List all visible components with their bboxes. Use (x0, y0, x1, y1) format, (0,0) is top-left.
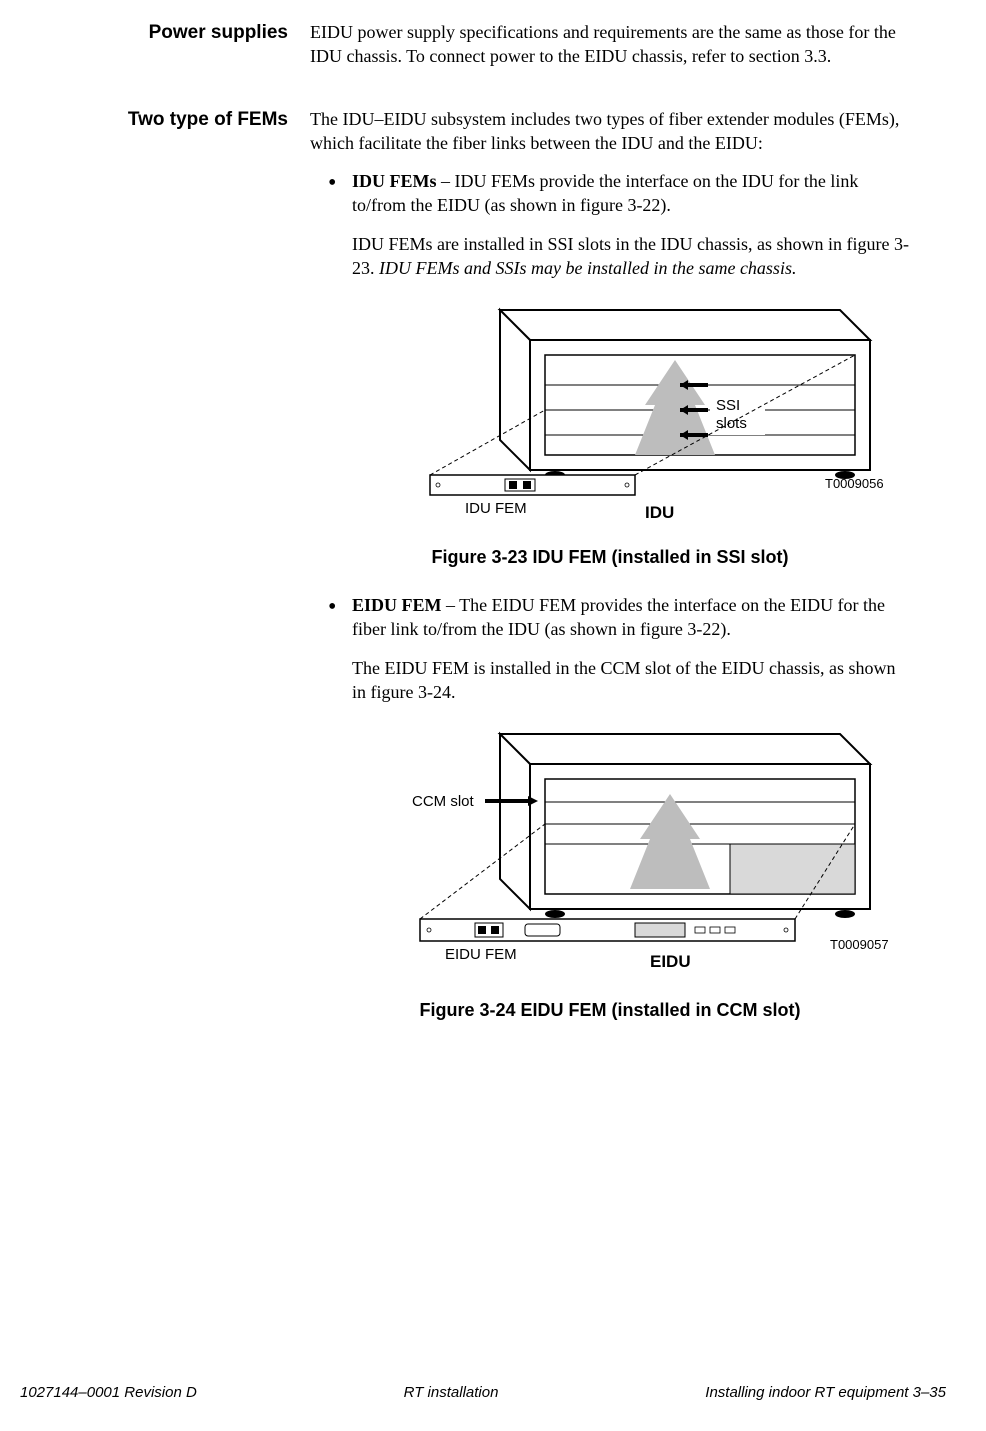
figure-3-24-svg: CCM slot (350, 724, 910, 990)
bullet1-p2b: IDU FEMs and SSIs may be installed in th… (379, 258, 796, 278)
label-ccm-slot: CCM slot (412, 793, 475, 810)
bullet1-line1: IDU FEMs – IDU FEMs provide the interfac… (352, 169, 910, 218)
body-two-types: The IDU–EIDU subsystem includes two type… (310, 107, 910, 1047)
heading-power-supplies: Power supplies (20, 20, 310, 83)
footer-right: Installing indoor RT equipment 3–35 (705, 1383, 946, 1403)
figure-3-23-caption: Figure 3-23 IDU FEM (installed in SSI sl… (310, 545, 910, 569)
figure-3-24-caption: Figure 3-24 EIDU FEM (installed in CCM s… (310, 998, 910, 1022)
label-idu: IDU (645, 503, 674, 522)
label-fig1-code: T0009056 (825, 476, 884, 491)
bullet-eidu-fem: EIDU FEM – The EIDU FEM provides the int… (334, 593, 910, 704)
para-power-supplies: EIDU power supply specifications and req… (310, 20, 896, 69)
footer-center: RT installation (404, 1383, 499, 1403)
bullet2-line2: The EIDU FEM is installed in the CCM slo… (352, 656, 910, 705)
page-content: Power supplies EIDU power supply specifi… (0, 0, 986, 1131)
footer-left: 1027144–0001 Revision D (20, 1383, 197, 1403)
bullet1-line2: IDU FEMs are installed in SSI slots in t… (352, 232, 910, 281)
para-intro: The IDU–EIDU subsystem includes two type… (310, 107, 910, 156)
section-power-supplies: Power supplies EIDU power supply specifi… (20, 20, 896, 83)
bullet2-lead: EIDU FEM (352, 595, 442, 615)
heading-two-types: Two type of FEMs (20, 107, 310, 1047)
figure-3-23: SSI slots (310, 300, 910, 569)
figure-3-23-svg: SSI slots (380, 300, 910, 536)
figure-3-24: CCM slot (310, 724, 910, 1023)
fem-bullet-list: IDU FEMs – IDU FEMs provide the interfac… (310, 169, 910, 280)
bullet1-lead: IDU FEMs (352, 171, 437, 191)
label-ssi-l2: slots (716, 415, 747, 432)
bullet2-line1: EIDU FEM – The EIDU FEM provides the int… (352, 593, 910, 642)
bullet-idu-fems: IDU FEMs – IDU FEMs provide the interfac… (334, 169, 910, 280)
fem-bullet-list-2: EIDU FEM – The EIDU FEM provides the int… (310, 593, 910, 704)
label-fig2-code: T0009057 (830, 937, 889, 952)
section-two-types: Two type of FEMs The IDU–EIDU subsystem … (20, 107, 896, 1047)
body-power-supplies: EIDU power supply specifications and req… (310, 20, 896, 83)
label-eidu: EIDU (650, 952, 691, 971)
label-idu-fem: IDU FEM (465, 500, 527, 517)
label-ssi-l1: SSI (716, 397, 740, 414)
label-eidu-fem: EIDU FEM (445, 946, 517, 963)
page-footer: 1027144–0001 Revision D RT installation … (0, 1383, 986, 1403)
